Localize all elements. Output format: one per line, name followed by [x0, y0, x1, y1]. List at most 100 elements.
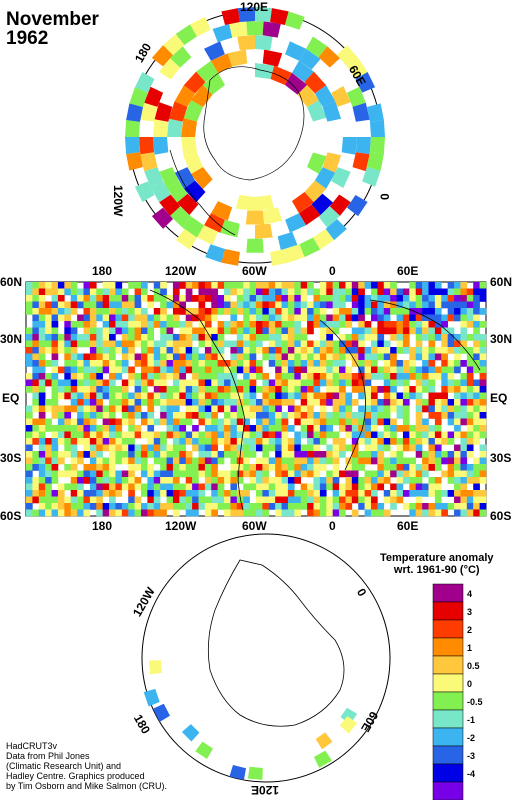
anomaly-cell [275, 373, 282, 380]
anomaly-cell [211, 451, 218, 458]
anomaly-cell [371, 477, 378, 484]
anomaly-cell [415, 321, 423, 328]
anomaly-cell [332, 490, 340, 497]
anomaly-cell [198, 353, 206, 361]
anomaly-cell [153, 438, 161, 445]
anomaly-cell [319, 483, 327, 491]
anomaly-cell [109, 405, 116, 413]
anomaly-cell [185, 334, 193, 341]
anomaly-cell [326, 360, 333, 367]
anomaly-cell [454, 340, 461, 348]
anomaly-cell [428, 288, 436, 296]
anomaly-cell [217, 340, 225, 348]
anomaly-cell [299, 48, 321, 70]
anomaly-cell [256, 418, 263, 426]
anomaly-cell [190, 16, 211, 37]
anomaly-cell [268, 295, 276, 302]
anomaly-cell [300, 288, 308, 296]
anomaly-cell [211, 201, 233, 221]
legend-label: -1 [467, 715, 476, 725]
anomaly-cell [160, 392, 167, 400]
anomaly-cell [466, 477, 474, 484]
anomaly-cell [236, 444, 244, 452]
anomaly-cell [211, 438, 218, 445]
anomaly-cell [57, 334, 65, 341]
anomaly-cell [415, 366, 423, 374]
anomaly-cell [466, 295, 474, 302]
anomaly-cell [243, 379, 250, 387]
anomaly-cell [121, 295, 129, 302]
anomaly-cell [319, 327, 327, 335]
anomaly-cell [307, 431, 314, 439]
anomaly-cell [204, 360, 212, 367]
anomaly-cell [313, 353, 321, 361]
anomaly-cell [51, 327, 59, 335]
anomaly-cell [109, 334, 116, 341]
anomaly-cell [377, 295, 385, 302]
anomaly-cell [70, 340, 78, 348]
anomaly-cell [185, 405, 193, 413]
anomaly-cell [326, 301, 333, 309]
anomaly-cell [115, 340, 123, 348]
anomaly-cell [32, 288, 40, 296]
anomaly-cell [434, 477, 442, 484]
anomaly-cell [183, 180, 206, 203]
anomaly-cell [294, 496, 302, 504]
anomaly-cell [153, 321, 161, 328]
anomaly-cell [147, 425, 155, 432]
anomaly-cell [230, 327, 238, 335]
anomaly-cell [204, 509, 212, 517]
anomaly-cell [32, 483, 40, 491]
anomaly-cell [447, 386, 455, 393]
anomaly-cell [141, 457, 148, 465]
anomaly-cell [339, 340, 346, 348]
anomaly-cell [121, 347, 129, 354]
anomaly-cell [339, 444, 346, 452]
anomaly-cell [377, 399, 385, 406]
anomaly-cell [346, 86, 366, 107]
anomaly-cell [160, 288, 167, 296]
anomaly-cell [466, 366, 474, 374]
lon-label-top-0: 0 [329, 264, 336, 278]
anomaly-cell [217, 399, 225, 406]
anomaly-cell [115, 301, 123, 309]
anomaly-cell [185, 340, 193, 348]
anomaly-cell [275, 483, 282, 491]
anomaly-cell [26, 444, 33, 452]
anomaly-cell [134, 314, 142, 322]
anomaly-cell [115, 373, 123, 380]
legend-swatch [432, 637, 464, 657]
anomaly-cell [358, 360, 365, 367]
anomaly-cell [45, 301, 52, 309]
anomaly-cell [128, 425, 135, 432]
anomaly-cell [281, 360, 289, 367]
anomaly-cell [415, 483, 423, 491]
anomaly-cell [45, 444, 52, 452]
anomaly-cell [185, 295, 193, 302]
credits-line-2: Data from Phil Jones [6, 751, 90, 761]
anomaly-cell [454, 360, 461, 367]
anomaly-cell [422, 314, 429, 322]
anomaly-cell [300, 301, 308, 309]
anomaly-cell [441, 334, 448, 341]
anomaly-cell [45, 438, 52, 445]
anomaly-cell [409, 483, 417, 491]
anomaly-cell [428, 464, 436, 471]
anomaly-cell [141, 386, 148, 393]
anomaly-cell [96, 483, 103, 491]
anomaly-cell [402, 418, 410, 426]
anomaly-cell [294, 340, 302, 348]
anomaly-cell [153, 386, 161, 393]
anomaly-cell [428, 282, 436, 289]
anomaly-cell [172, 347, 180, 354]
anomaly-cell [294, 438, 302, 445]
anomaly-cell [166, 464, 174, 471]
anomaly-cell [121, 321, 129, 328]
anomaly-cell [141, 314, 148, 322]
anomaly-cell [160, 477, 167, 484]
anomaly-cell [243, 464, 250, 471]
anomaly-cell [313, 451, 321, 458]
anomaly-cell [396, 444, 404, 452]
legend-colorbar [432, 583, 464, 800]
anomaly-cell [396, 451, 404, 458]
